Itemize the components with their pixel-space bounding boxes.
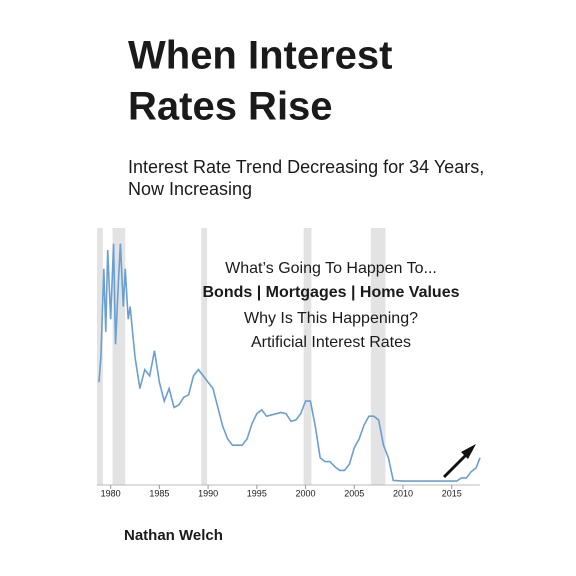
x-tick-label: 2000 bbox=[296, 488, 316, 498]
author: Nathan Welch bbox=[124, 527, 223, 544]
chart: 1980 1985 1990 1995 2000 2005 2010 2015 bbox=[97, 228, 481, 498]
shaded-range bbox=[97, 228, 103, 485]
x-tick-label: 1985 bbox=[149, 488, 169, 498]
overlay-line: Bonds | Mortgages | Home Values bbox=[202, 284, 459, 301]
rate-line bbox=[98, 243, 481, 482]
trend-arrow bbox=[442, 444, 476, 479]
x-tick-label: 1995 bbox=[247, 488, 267, 498]
title-line: Rates Rise bbox=[128, 85, 333, 129]
overlay-line: What’s Going To Happen To... bbox=[225, 260, 437, 277]
subtitle-line: Now Increasing bbox=[128, 179, 252, 199]
title-line: When Interest bbox=[128, 34, 392, 78]
overlay-line: Artificial Interest Rates bbox=[251, 334, 411, 351]
x-tick-label: 2015 bbox=[442, 488, 462, 498]
subtitle-line: Interest Rate Trend Decreasing for 34 Ye… bbox=[128, 157, 484, 177]
overlay-line: Why Is This Happening? bbox=[244, 310, 418, 327]
x-tick-label: 2005 bbox=[344, 488, 364, 498]
shaded-range bbox=[201, 228, 208, 485]
x-tick-label: 2010 bbox=[393, 488, 413, 498]
x-tick-label: 1980 bbox=[101, 488, 121, 498]
shaded-range bbox=[303, 228, 312, 485]
x-tick-label: 1990 bbox=[198, 488, 218, 498]
shaded-range bbox=[370, 228, 386, 485]
